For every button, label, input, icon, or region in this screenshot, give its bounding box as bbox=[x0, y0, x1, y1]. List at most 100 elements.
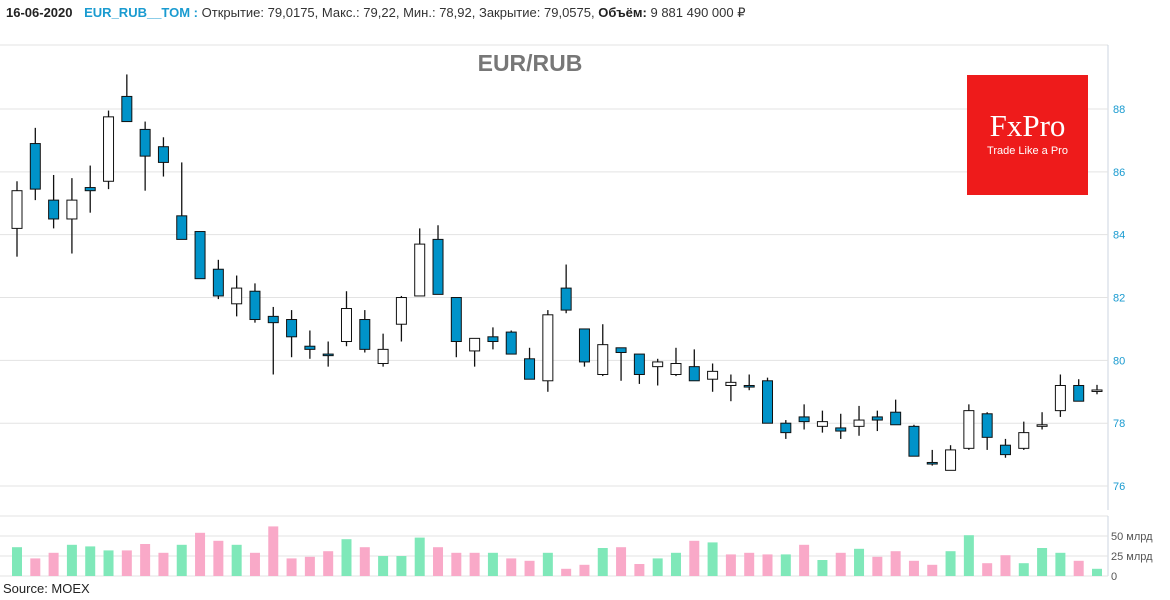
candle-body bbox=[670, 363, 682, 375]
candle-body bbox=[286, 319, 298, 338]
volume-bar bbox=[268, 526, 279, 576]
candle bbox=[725, 374, 737, 402]
candle-body bbox=[963, 410, 975, 449]
candle-body bbox=[908, 425, 920, 457]
candle-body bbox=[267, 315, 279, 324]
candle bbox=[578, 328, 590, 367]
candle bbox=[707, 363, 719, 392]
candle-body bbox=[157, 146, 169, 163]
symbol-link[interactable]: EUR_RUB__TOM : bbox=[84, 5, 199, 20]
candle-body bbox=[835, 427, 847, 432]
candle bbox=[84, 165, 96, 213]
volume-label: Объём: bbox=[598, 5, 647, 20]
candle bbox=[853, 405, 865, 436]
candle bbox=[322, 341, 334, 367]
high-value: 79,22, bbox=[363, 5, 400, 20]
volume-bar bbox=[323, 551, 334, 576]
candle-body bbox=[524, 358, 536, 380]
source-note: Source: MOEX bbox=[3, 581, 90, 596]
volume-bar bbox=[1055, 552, 1066, 576]
candle-body bbox=[194, 231, 206, 280]
volume-bar bbox=[286, 558, 297, 576]
volume-bar bbox=[542, 552, 553, 576]
candle-body bbox=[633, 353, 645, 375]
volume-bar bbox=[359, 547, 370, 576]
candle-body bbox=[1036, 424, 1048, 427]
candle bbox=[231, 275, 243, 317]
candle-body bbox=[999, 444, 1011, 456]
candle bbox=[963, 404, 975, 450]
volume-bar bbox=[451, 552, 462, 576]
candle-body bbox=[139, 128, 151, 157]
candle bbox=[1073, 379, 1085, 402]
candle bbox=[871, 410, 883, 432]
candle bbox=[908, 424, 920, 457]
candle bbox=[340, 291, 352, 347]
candle-body bbox=[29, 143, 41, 190]
candle-body bbox=[688, 366, 700, 382]
candle bbox=[542, 310, 554, 392]
candle bbox=[1054, 374, 1066, 417]
volume-bar bbox=[799, 544, 810, 576]
volume-bar bbox=[140, 544, 151, 576]
volume-bar bbox=[158, 552, 169, 576]
candle-body bbox=[871, 416, 883, 421]
volume-bar bbox=[396, 556, 407, 576]
candle-body bbox=[542, 314, 554, 382]
price-tick-label: 86 bbox=[1113, 167, 1125, 179]
candle bbox=[469, 337, 481, 367]
volume-bar bbox=[103, 550, 114, 576]
candle-body bbox=[414, 243, 426, 297]
candle-body bbox=[359, 319, 371, 350]
volume-bar bbox=[341, 539, 352, 576]
volume-bar bbox=[670, 552, 681, 576]
candle-body bbox=[469, 337, 481, 352]
candle bbox=[798, 404, 810, 430]
candle-body bbox=[578, 328, 590, 363]
candle-body bbox=[1018, 432, 1030, 449]
volume-bar bbox=[725, 554, 736, 576]
candle-body bbox=[1091, 389, 1103, 392]
price-tick-label: 88 bbox=[1113, 104, 1125, 116]
candle-body bbox=[652, 361, 664, 368]
volume-bar bbox=[1073, 560, 1084, 576]
candle bbox=[835, 413, 847, 439]
volume-bar bbox=[249, 552, 260, 576]
volume-bar bbox=[945, 551, 956, 576]
candle-body bbox=[816, 421, 828, 427]
candle bbox=[633, 353, 645, 384]
candle bbox=[176, 162, 188, 240]
candle bbox=[1091, 384, 1103, 395]
volume-bar bbox=[506, 558, 517, 576]
volume-bar bbox=[872, 556, 883, 576]
candle bbox=[652, 358, 664, 386]
close-label: Закрытие: bbox=[478, 5, 541, 20]
price-tick-label: 80 bbox=[1113, 355, 1125, 367]
candle bbox=[597, 324, 609, 377]
price-tick-label: 76 bbox=[1113, 481, 1125, 493]
candle bbox=[29, 127, 41, 201]
volume-bar bbox=[85, 546, 96, 576]
volume-bar bbox=[195, 532, 206, 576]
candle-body bbox=[798, 416, 810, 423]
volume-bar bbox=[48, 552, 59, 576]
candle-body bbox=[84, 187, 96, 192]
candle bbox=[505, 330, 517, 355]
candle-body bbox=[981, 413, 993, 438]
candle-body bbox=[450, 297, 462, 343]
candle bbox=[414, 228, 426, 297]
volume-tick-label: 50 млрд bbox=[1111, 531, 1153, 543]
candle-body bbox=[743, 384, 755, 388]
price-tick-label: 78 bbox=[1113, 418, 1125, 430]
volume-bar bbox=[982, 563, 993, 576]
candle bbox=[395, 295, 407, 342]
volume-bar bbox=[304, 556, 315, 576]
volume-bar bbox=[231, 544, 242, 576]
candle-body bbox=[890, 411, 902, 426]
volume-bar bbox=[1092, 568, 1102, 576]
candle-body bbox=[615, 347, 627, 354]
candle-body bbox=[725, 381, 737, 386]
candle bbox=[780, 420, 792, 439]
candle bbox=[762, 377, 774, 424]
